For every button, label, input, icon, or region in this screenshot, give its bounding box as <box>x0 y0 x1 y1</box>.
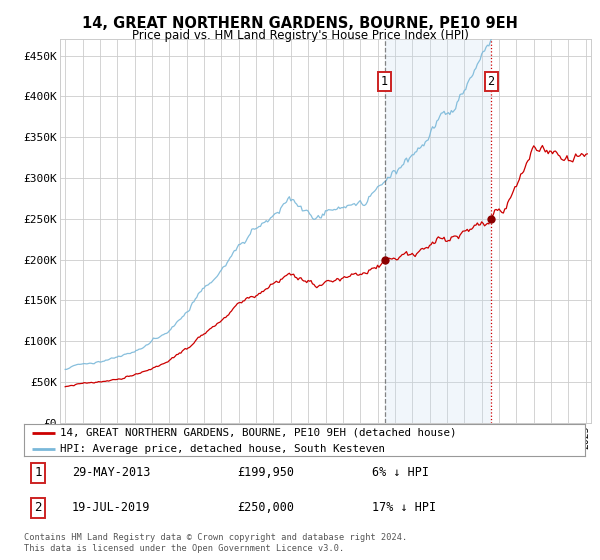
Text: 2: 2 <box>487 75 494 88</box>
Text: £250,000: £250,000 <box>237 501 294 515</box>
Text: 29-MAY-2013: 29-MAY-2013 <box>71 466 150 479</box>
Text: Contains HM Land Registry data © Crown copyright and database right 2024.
This d: Contains HM Land Registry data © Crown c… <box>24 533 407 553</box>
Text: 6% ↓ HPI: 6% ↓ HPI <box>372 466 429 479</box>
Text: 17% ↓ HPI: 17% ↓ HPI <box>372 501 436 515</box>
Text: 1: 1 <box>34 466 42 479</box>
Text: 19-JUL-2019: 19-JUL-2019 <box>71 501 150 515</box>
Text: £199,950: £199,950 <box>237 466 294 479</box>
Text: 2: 2 <box>34 501 42 515</box>
Text: 1: 1 <box>381 75 388 88</box>
Text: Price paid vs. HM Land Registry's House Price Index (HPI): Price paid vs. HM Land Registry's House … <box>131 29 469 42</box>
Bar <box>385 39 491 423</box>
Text: 14, GREAT NORTHERN GARDENS, BOURNE, PE10 9EH: 14, GREAT NORTHERN GARDENS, BOURNE, PE10… <box>82 16 518 31</box>
Text: 14, GREAT NORTHERN GARDENS, BOURNE, PE10 9EH (detached house): 14, GREAT NORTHERN GARDENS, BOURNE, PE10… <box>61 428 457 438</box>
Text: HPI: Average price, detached house, South Kesteven: HPI: Average price, detached house, Sout… <box>61 444 385 454</box>
